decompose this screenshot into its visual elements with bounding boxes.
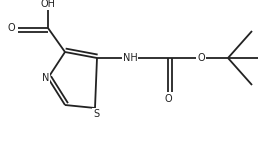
- Text: O: O: [7, 23, 15, 33]
- Text: N: N: [42, 73, 50, 83]
- Text: S: S: [93, 109, 99, 119]
- Text: OH: OH: [40, 0, 55, 9]
- Text: O: O: [197, 53, 205, 63]
- Text: O: O: [164, 94, 172, 104]
- Text: NH: NH: [123, 53, 137, 63]
